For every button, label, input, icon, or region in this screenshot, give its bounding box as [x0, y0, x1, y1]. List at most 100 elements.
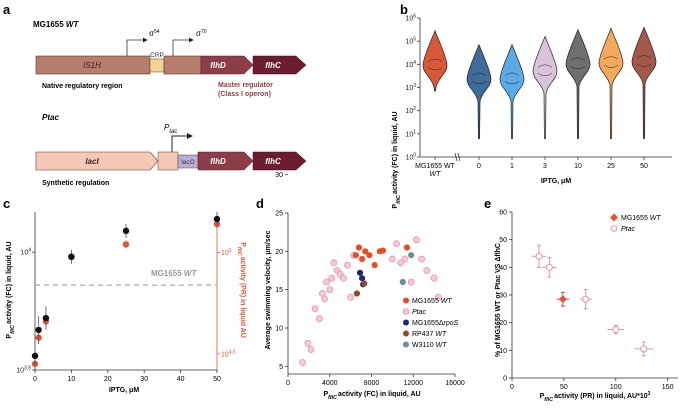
ptac-flhD-label: flhD	[210, 157, 226, 166]
is1h-label: IS1H	[83, 61, 101, 70]
lacO-label: lacO	[181, 159, 194, 166]
panel-e-ytick-label: 20	[499, 320, 507, 327]
ptac-title: Ptac	[42, 113, 59, 122]
panel-e-legend-label: MG1655 WT	[621, 215, 661, 222]
panel-d-legend-label: MG1655 WT	[412, 298, 452, 305]
panel-d-xtick-label: 12000	[404, 380, 424, 387]
panel-e-ylabel: % of MG1655 WT or Ptac VS ΔflhC	[495, 243, 502, 357]
panel-d-point	[403, 244, 411, 251]
panel-c-xtick-label: 20	[104, 376, 112, 383]
panel-b-ytick-label: 106	[405, 14, 416, 23]
panel-c-fc-point	[42, 314, 50, 322]
panel-d-xlabel: PfliCactivity (FC) in liquid, AU	[323, 391, 420, 401]
flhC-label: flhC	[265, 61, 281, 70]
panel-b-violin	[565, 28, 591, 139]
panel-d-point	[412, 236, 420, 244]
panel-d-point	[401, 255, 409, 263]
panel-e-point	[545, 263, 553, 271]
panel-d-legend-marker	[403, 330, 409, 337]
panel-d-point	[362, 248, 369, 255]
panel-c-axes: 104 103.5 105 104.5 0 10 20 30 40 50	[16, 212, 236, 383]
panel-d-ylabel: Average swimming velocity, μm/sec	[265, 230, 272, 349]
panel-b-violin-quartiles	[427, 58, 443, 71]
ptac-arrow-label: Ptac	[164, 123, 177, 135]
panel-d-point	[326, 286, 334, 294]
panel-b-xtick-label: 3	[543, 163, 547, 170]
sigma54-arrow	[126, 37, 148, 56]
crp-label: CRP	[150, 52, 164, 59]
panel-d-marks	[299, 236, 442, 366]
panel-b-xtick-sublabel: WT	[430, 171, 442, 178]
panel-b-violin	[532, 35, 558, 139]
panel-c-xtick-label: 10	[68, 376, 76, 383]
synthetic-caption: Synthetic regulation	[42, 180, 109, 187]
panel-d-ytick-label: 25	[275, 211, 283, 218]
panel-d-legend-marker	[403, 341, 409, 348]
panel-d-point	[352, 252, 359, 259]
panel-b-xlabel: IPTG, μM	[541, 178, 572, 185]
panel-e-ytick-label: 40	[499, 265, 507, 272]
panel-d-ytick-label: 10	[275, 326, 283, 333]
panel-e-legend-marker	[610, 225, 618, 232]
panel-b-violin	[466, 43, 492, 139]
panel-b-violin-quartiles	[570, 57, 586, 70]
panel-d-point	[347, 293, 355, 301]
panel-e-xtick-label: 50	[560, 384, 568, 391]
panel-a: a MG1655 WT IS1H CRP flhD flhC σ54 σ70 N…	[3, 2, 307, 187]
panel-d-legend-label: RP437 WT	[412, 331, 447, 338]
panel-d-point	[430, 274, 438, 282]
panel-b-xtick-label: 50	[640, 163, 648, 170]
panel-d-xtick-label: 8000	[364, 380, 380, 387]
sigma70-label: σ70	[196, 29, 207, 38]
panel-b-xtick-label: MG1655 WT	[415, 163, 455, 170]
panel-b-label: b	[400, 2, 408, 17]
panel-b-xtick-label: 0	[477, 163, 481, 170]
panel-e-xtick-label: 150	[662, 384, 674, 391]
panel-d-point	[311, 305, 319, 313]
panel-b: b PfliCactivity (FC) in liquid, AU 10010…	[392, 2, 672, 209]
panel-c-reference-label: MG1655 WT	[151, 269, 197, 278]
panel-d-point	[339, 274, 347, 282]
panel-c-ytick-left-label: 103.5	[16, 366, 31, 375]
panel-d-xtick-label: 16000	[445, 380, 465, 387]
panel-b-violin	[631, 26, 657, 139]
panel-e: e % of MG1655 WT or Ptac VS ΔflhC 0 50 100…	[484, 196, 678, 403]
panel-d-point	[299, 359, 307, 366]
panel-d-legend-marker	[403, 319, 409, 326]
ptac-flhD-gene	[197, 151, 254, 171]
panel-c-label: c	[3, 196, 10, 211]
panel-d-point	[304, 339, 312, 347]
panel-e-legend: MG1655 WT Ptac	[610, 213, 661, 233]
panel-d-point	[418, 255, 425, 263]
panel-e-xtick-label: 0	[510, 384, 514, 391]
panel-d-point	[356, 269, 364, 276]
panel-b-ytick-label: 102	[405, 106, 416, 115]
panel-d-point	[330, 259, 338, 267]
panel-e-point	[535, 252, 543, 260]
panel-c-fc-point	[31, 352, 39, 360]
panel-d-point	[434, 293, 442, 301]
panel-e-marks	[531, 244, 654, 357]
panel-b-violins	[422, 26, 657, 139]
sigma54-label: σ54	[149, 29, 160, 38]
master-caption-1: Master regulator	[218, 82, 273, 89]
panel-d: d Average swimming velocity, μm/sec 0 400…	[256, 172, 465, 401]
panel-b-violin-quartiles	[504, 72, 520, 85]
panel-b-axes: 100 101 102 103 104 105 106 MG1655 WT 0 1 3 10 25 50 W…	[405, 14, 672, 178]
panel-d-point	[393, 240, 400, 248]
panel-e-label: e	[484, 196, 491, 211]
panel-b-violin-quartiles	[471, 72, 487, 85]
panel-b-axis-break	[457, 152, 461, 162]
panel-b-xtick-label: 1	[510, 163, 514, 170]
panel-e-xtick-label: 100	[610, 384, 622, 391]
panel-b-violin	[598, 27, 624, 139]
panel-c-fc-point	[213, 215, 221, 223]
panel-c-xtick-label: 0	[33, 376, 37, 383]
panel-d-point	[321, 295, 328, 303]
panel-d-point	[397, 259, 405, 267]
panel-c-xtick-label: 50	[213, 376, 221, 383]
panel-d-ytick-label: 30	[275, 172, 283, 179]
panel-d-point	[359, 275, 366, 282]
panel-c-xtick-label: 30	[140, 376, 148, 383]
